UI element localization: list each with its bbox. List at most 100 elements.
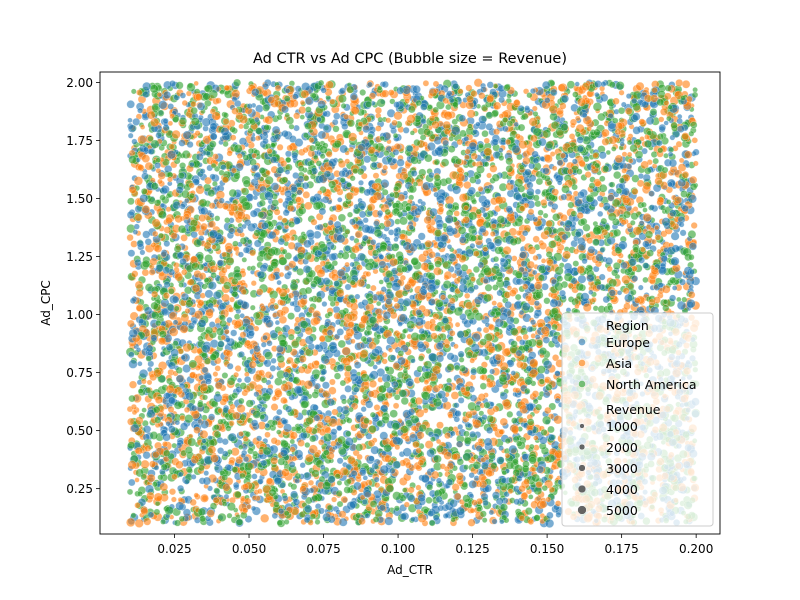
scatter-point (557, 83, 566, 92)
scatter-point (128, 478, 136, 487)
scatter-point (542, 212, 549, 219)
scatter-point (337, 213, 346, 222)
scatter-point (225, 425, 232, 432)
scatter-point (370, 445, 380, 455)
scatter-point (201, 283, 208, 290)
scatter-point (217, 447, 225, 455)
scatter-point (214, 215, 221, 222)
scatter-point (141, 172, 149, 180)
scatter-point (690, 222, 698, 229)
scatter-point (313, 230, 322, 239)
scatter-point (388, 229, 395, 236)
scatter-point (154, 500, 161, 507)
scatter-point (291, 455, 298, 462)
scatter-point (650, 151, 658, 158)
scatter-point (542, 336, 550, 344)
scatter-point (448, 426, 454, 432)
scatter-point (554, 266, 564, 276)
scatter-point (428, 171, 435, 179)
scatter-point (368, 390, 375, 398)
scatter-point (130, 240, 138, 248)
scatter-point (313, 360, 320, 367)
scatter-point (226, 362, 234, 370)
scatter-point (132, 117, 141, 126)
scatter-point (383, 149, 390, 157)
scatter-point (344, 261, 350, 268)
scatter-point (491, 518, 498, 525)
scatter-point (266, 340, 273, 347)
scatter-point (336, 480, 343, 486)
scatter-point (478, 92, 486, 100)
scatter-point (276, 429, 282, 435)
scatter-point (362, 393, 369, 400)
scatter-point (225, 245, 233, 253)
scatter-point (681, 80, 691, 89)
scatter-point (169, 488, 176, 496)
scatter-point (637, 284, 644, 291)
scatter-point (447, 145, 456, 153)
scatter-point (362, 475, 368, 481)
scatter-point (217, 407, 224, 414)
scatter-point (141, 268, 150, 277)
scatter-point (232, 240, 239, 247)
scatter-point (253, 239, 262, 248)
scatter-point (324, 426, 332, 434)
scatter-point (293, 112, 301, 120)
scatter-point (399, 233, 406, 240)
scatter-point (534, 309, 542, 317)
scatter-point (224, 217, 231, 224)
scatter-point (544, 406, 552, 415)
scatter-point (585, 232, 591, 239)
scatter-point (270, 437, 278, 445)
scatter-point (208, 281, 217, 290)
scatter-point (291, 340, 300, 349)
scatter-point (469, 242, 476, 249)
scatter-point (153, 508, 161, 516)
scatter-point (145, 355, 152, 362)
scatter-point (551, 203, 559, 211)
scatter-point (544, 154, 553, 164)
scatter-point (146, 379, 153, 386)
scatter-point (293, 124, 300, 132)
scatter-point (139, 369, 149, 379)
scatter-point (276, 143, 284, 151)
scatter-point (658, 116, 665, 123)
scatter-point (367, 81, 373, 88)
scatter-point (288, 80, 296, 87)
scatter-point (377, 116, 384, 123)
scatter-point (302, 277, 311, 286)
scatter-point (481, 130, 489, 138)
scatter-point (422, 80, 430, 87)
scatter-point (392, 402, 400, 410)
scatter-point (331, 496, 338, 503)
scatter-point (233, 313, 241, 320)
scatter-point (263, 359, 272, 368)
scatter-point (264, 371, 273, 379)
scatter-point (165, 206, 172, 213)
scatter-point (642, 173, 651, 182)
scatter-point (491, 300, 497, 306)
scatter-point (382, 164, 389, 171)
scatter-point (485, 123, 494, 131)
scatter-point (368, 425, 377, 434)
scatter-point (137, 361, 143, 367)
scatter-point (314, 519, 321, 525)
scatter-point (340, 103, 347, 109)
scatter-point (469, 507, 476, 514)
scatter-point (286, 270, 293, 277)
scatter-point (221, 251, 228, 258)
scatter-point (293, 305, 302, 313)
scatter-point (533, 435, 539, 441)
scatter-point (239, 313, 245, 319)
scatter-point (559, 220, 565, 227)
scatter-point (181, 150, 191, 159)
scatter-point (504, 437, 511, 444)
scatter-point (297, 439, 305, 447)
scatter-point (470, 368, 478, 376)
scatter-point (193, 492, 200, 499)
scatter-point (601, 137, 610, 146)
scatter-point (618, 89, 625, 96)
scatter-point (638, 220, 645, 226)
scatter-point (286, 144, 294, 152)
scatter-point (496, 456, 505, 465)
